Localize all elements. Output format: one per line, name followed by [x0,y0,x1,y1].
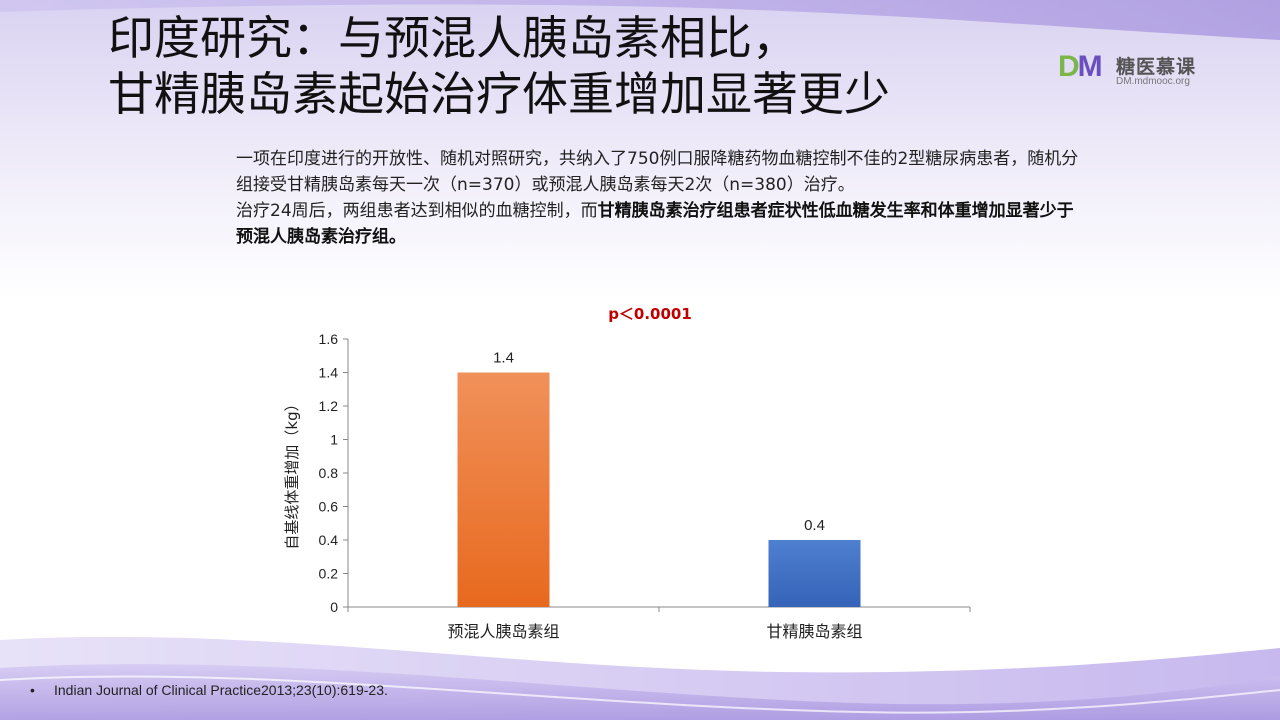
slide-title-line2: 甘精胰岛素起始治疗体重增加显著更少 [108,67,890,121]
study-paragraph-1: 一项在印度进行的开放性、随机对照研究，共纳入了750例口服降糖药物血糖控制不佳的… [236,149,1079,195]
logo-name: 糖医慕课 [1116,56,1197,78]
bar-1 [457,372,550,607]
bar-2 [768,540,861,607]
category-label: 甘精胰岛素组 [766,622,862,641]
y-tick-label: 0.8 [319,465,339,481]
reference-bullet: • [30,682,35,698]
y-tick-label: 0.6 [319,499,339,515]
category-label: 预混人胰岛素组 [447,622,559,641]
logo-url: DM.mdmooc.org [1116,76,1190,87]
slide-title: 印度研究：与预混人胰岛素相比， 甘精胰岛素起始治疗体重增加显著更少 [108,10,1048,122]
study-paragraph-2-plain: 治疗24周后，两组患者达到相似的血糖控制，而 [236,201,598,221]
study-description: 一项在印度进行的开放性、随机对照研究，共纳入了750例口服降糖药物血糖控制不佳的… [236,146,1086,250]
y-tick-label: 1.4 [319,365,339,381]
y-axis-title: 自基线体重增加（kg） [283,396,301,549]
study-paragraph-2: 治疗24周后，两组患者达到相似的血糖控制，而甘精胰岛素治疗组患者症状性低血糖发生… [236,198,1086,250]
weight-gain-bar-chart: 0 0.2 0.4 0.6 0.8 1 1.2 1.4 1.6 1.4 预混人胰岛素组 0.4 甘精胰岛… [283,305,971,641]
study-paragraph-2-emphasis: 甘精胰岛素治疗组患者症状性低血糖发生率和体重增加显著少于预混人胰岛素治疗组。 [236,201,1074,247]
reference-citation: • Indian Journal of Clinical Practice2013… [30,682,388,698]
slide-title-line1: 印度研究：与预混人胰岛素相比， [108,11,798,65]
bar-value-label: 0.4 [804,517,825,534]
y-tick-label: 1 [330,432,338,448]
y-tick-label: 0.2 [319,566,339,582]
bar-value-label: 1.4 [493,350,514,367]
y-tick-label: 1.2 [319,398,339,414]
y-tick-label: 0.4 [319,532,339,548]
y-tick-label: 0 [330,599,338,615]
p-value-annotation: p＜0.0001 [608,305,692,323]
y-tick-label: 1.6 [319,331,339,347]
background-gradient [0,0,1280,300]
logo-mark: DM [1058,50,1103,83]
brand-logo: DM 糖医慕课 DM.mdmooc.org [1058,48,1208,92]
reference-text: Indian Journal of Clinical Practice2013;… [54,682,388,698]
